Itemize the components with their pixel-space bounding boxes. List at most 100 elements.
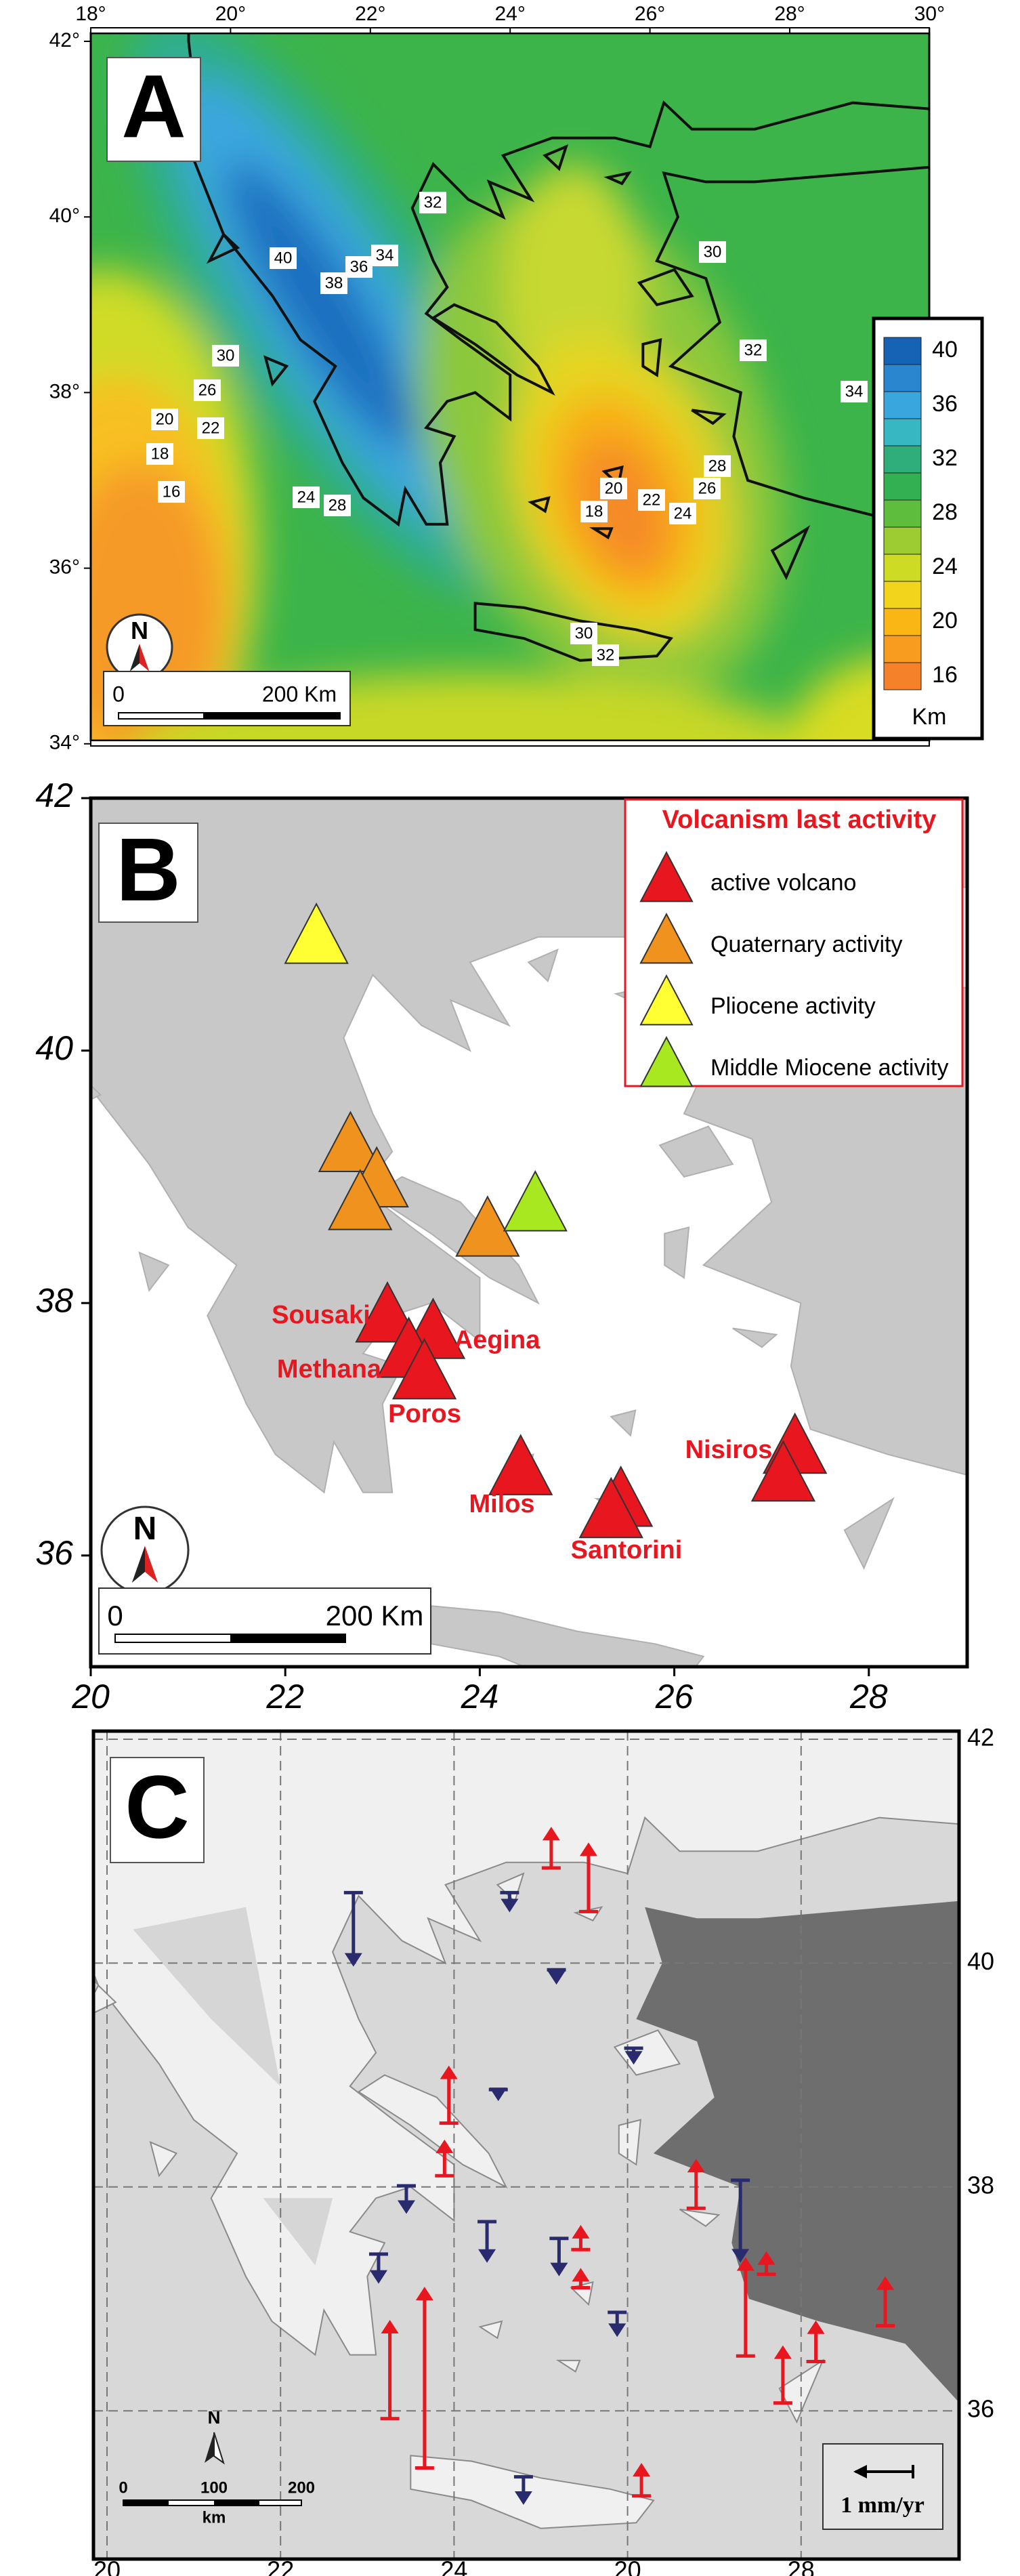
volcano (328, 1169, 393, 1230)
panel-letter-box (106, 57, 201, 162)
colorbar-label: 32 (932, 445, 958, 471)
vector-head (731, 2249, 750, 2263)
x-tick-label: 20° (215, 3, 246, 25)
colorbar-band (883, 499, 922, 528)
panel-c: 20 22 24 20 28 36 38 40 42 C N 0 100 200 km 1 mm/yr (91, 1724, 994, 2576)
vector-head (440, 2065, 458, 2079)
coastline (543, 144, 569, 171)
vector-head (736, 2257, 755, 2271)
y-tick-label: 36° (49, 556, 80, 579)
x-tick-label: 28° (774, 3, 805, 25)
contour-label-box (580, 501, 608, 522)
contour-label: 22 (202, 419, 220, 437)
land (91, 1084, 102, 1100)
scale-bar (123, 2500, 169, 2506)
x-tick-label: 24 (440, 2556, 467, 2576)
volcano (578, 1476, 643, 1539)
colorbar-unit: Km (912, 704, 947, 730)
velocity-vector (773, 2345, 792, 2405)
north-arrow (140, 644, 150, 671)
volcano-name: Aegina (454, 1326, 541, 1354)
contour-label-box (841, 381, 868, 402)
velocity-vector (477, 2220, 497, 2263)
island (613, 2029, 681, 2076)
vector-head (478, 2249, 496, 2263)
scale-end: 200 Km (262, 682, 337, 706)
scale-start: 0 (112, 682, 125, 706)
velocity-vector (368, 2252, 388, 2284)
vector-head (381, 2319, 399, 2333)
x-tick-label: 28 (788, 2556, 815, 2576)
velocity-vector (806, 2320, 826, 2364)
y-tick-label: 40 (35, 1029, 73, 1067)
colorbar-label: 28 (932, 499, 958, 525)
island (555, 2359, 581, 2373)
velocity-vector (876, 2276, 895, 2328)
contour-label: 18 (585, 502, 603, 520)
panel-letter-box (98, 823, 198, 923)
y-tick-label: 36 (35, 1534, 73, 1572)
coastline (770, 525, 811, 581)
map-frame (89, 796, 969, 1669)
coastline (528, 496, 551, 514)
y-tick-label: 38 (967, 2171, 994, 2199)
vector-head (415, 2287, 433, 2301)
legend-label: Pliocene activity (710, 993, 876, 1019)
contour-label-box (270, 247, 297, 269)
contour-label-box (699, 241, 726, 263)
velocity-vector (757, 2251, 776, 2277)
vector-head (624, 2051, 643, 2065)
coastline (473, 602, 674, 662)
contour-label: 20 (605, 479, 623, 497)
colorbar-label: 36 (932, 391, 958, 417)
y-tick-label: 40° (49, 205, 80, 227)
volcano-name: Sousaki (272, 1301, 370, 1329)
relief (133, 1907, 281, 2087)
x-tick-label: 18° (75, 3, 106, 25)
coastline (655, 165, 929, 577)
contour-label-box (146, 443, 173, 465)
island (149, 2140, 178, 2178)
contour-label: 30 (217, 346, 235, 365)
volcano (284, 902, 349, 964)
y-tick-label: 42° (49, 29, 80, 51)
vector-head (550, 2262, 568, 2277)
contour-label-box (197, 417, 224, 439)
north-arrow (213, 2432, 225, 2465)
vector-head (344, 1953, 362, 1967)
vector-head (397, 2200, 415, 2214)
contour-label-box (694, 478, 721, 499)
vector-head (773, 2345, 792, 2359)
colorbar-band (883, 472, 922, 501)
contour-label-box (345, 256, 373, 278)
contour-label: 34 (376, 246, 394, 264)
volcano (355, 1281, 420, 1343)
velocity-vector (549, 2237, 569, 2277)
island (478, 2320, 503, 2340)
y-tick-label: 34° (49, 732, 80, 754)
land (658, 1125, 734, 1178)
coastline (263, 355, 289, 387)
colorbar-band (883, 581, 922, 609)
contour-label: 28 (708, 457, 727, 475)
scale-unit: km (203, 2508, 226, 2527)
contour-label-box (570, 623, 597, 644)
x-tick-label: 28 (849, 1678, 888, 1716)
coastline (187, 33, 929, 527)
coastline (691, 409, 727, 425)
x-tick-label: 20 (71, 1678, 110, 1716)
north-label: N (131, 617, 148, 644)
contour-label: 30 (704, 243, 722, 261)
velocity-vector (380, 2319, 400, 2421)
land (664, 1226, 690, 1279)
vector-head (572, 2268, 590, 2282)
volcano-name: Methana (277, 1355, 382, 1384)
vector-head (687, 2159, 705, 2173)
vector-head (876, 2276, 895, 2290)
scale-bar (203, 713, 340, 719)
legend-title: Volcanism last activity (662, 806, 937, 834)
scale-label: 0 (119, 2478, 127, 2497)
velocity-vector (571, 2268, 591, 2289)
velocity-vector (736, 2257, 755, 2358)
